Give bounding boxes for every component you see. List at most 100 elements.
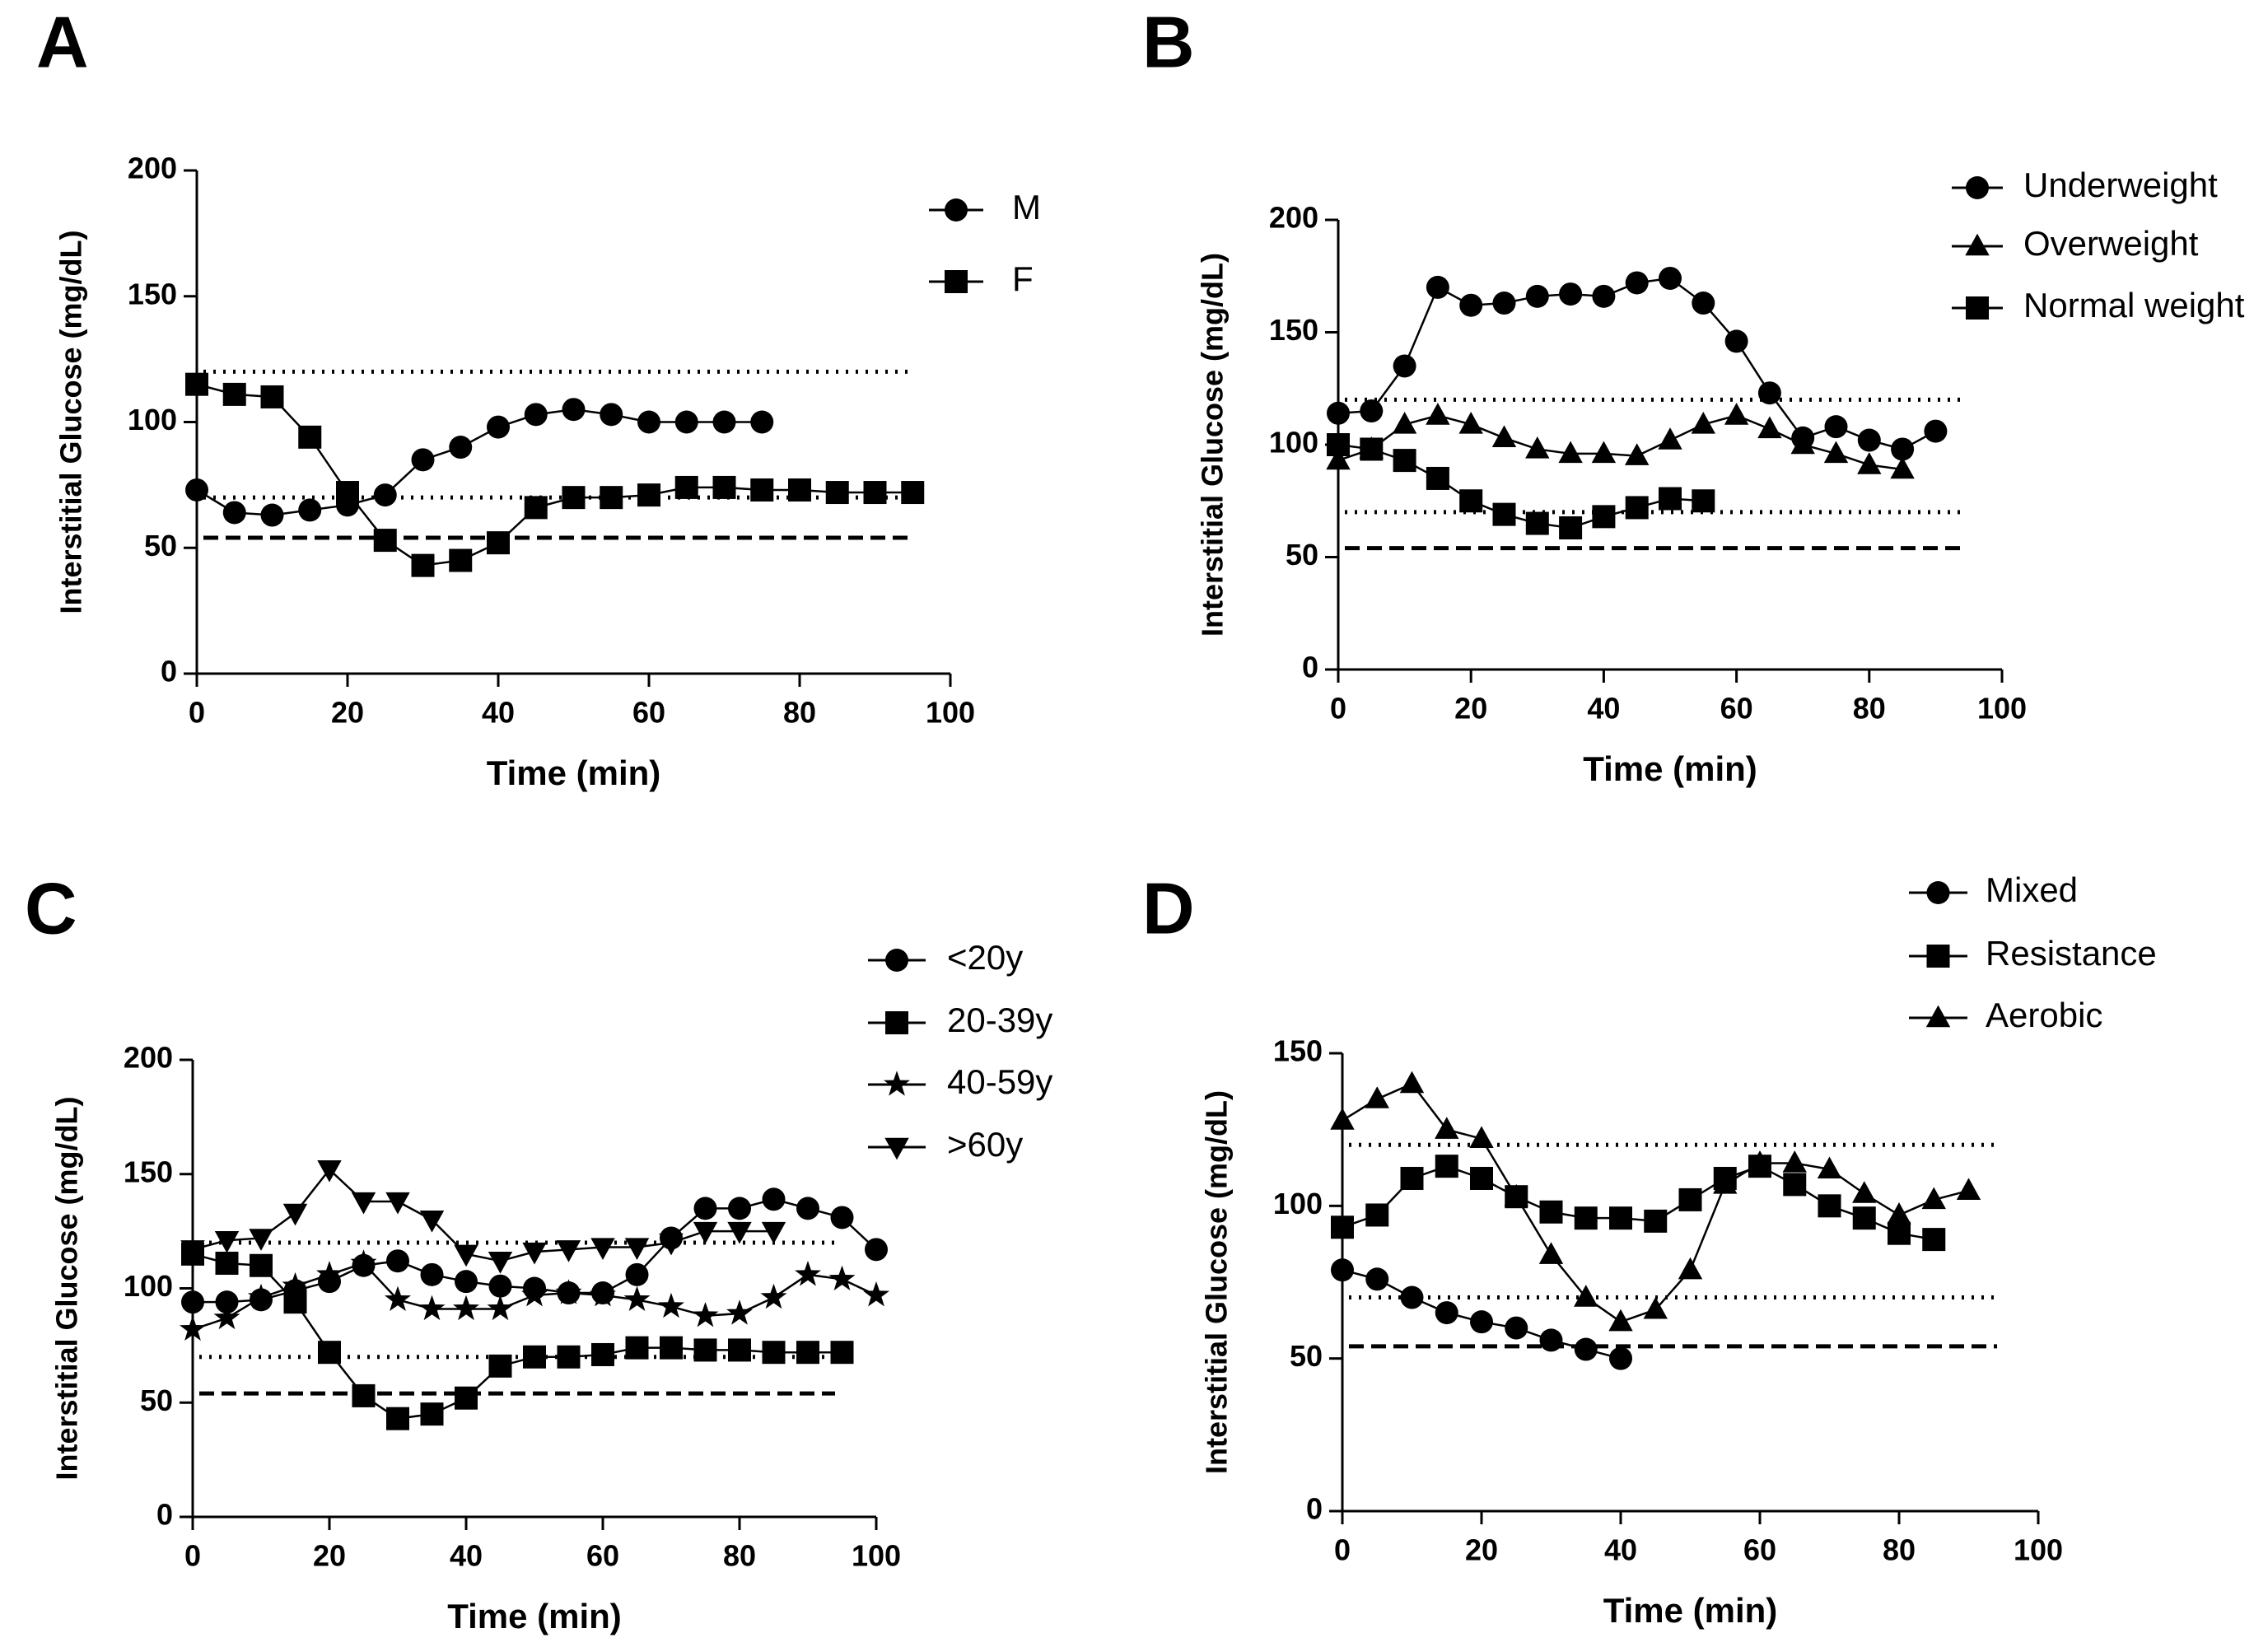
y-tick-label: 200 bbox=[124, 1041, 173, 1075]
marker bbox=[727, 1221, 752, 1244]
marker bbox=[298, 425, 322, 449]
x-tick-label: 20 bbox=[1465, 1533, 1498, 1567]
marker bbox=[600, 403, 623, 427]
marker bbox=[385, 1285, 411, 1311]
marker bbox=[1393, 449, 1416, 473]
marker bbox=[1400, 1285, 1424, 1309]
marker bbox=[1609, 1346, 1632, 1370]
marker bbox=[1823, 441, 1849, 464]
marker bbox=[1400, 1166, 1424, 1190]
marker bbox=[1692, 292, 1715, 315]
marker bbox=[1965, 233, 1990, 256]
marker bbox=[522, 1242, 547, 1265]
legend-label: Overweight bbox=[2023, 224, 2199, 263]
marker bbox=[1659, 266, 1682, 290]
x-tick-label: 100 bbox=[2014, 1533, 2063, 1567]
marker bbox=[180, 1315, 206, 1341]
marker bbox=[260, 503, 284, 527]
marker bbox=[282, 1203, 308, 1226]
marker bbox=[658, 1292, 684, 1318]
marker bbox=[351, 1192, 376, 1215]
y-tick-label: 50 bbox=[1286, 538, 1318, 572]
marker bbox=[214, 1231, 240, 1253]
marker bbox=[1887, 1202, 1911, 1225]
marker bbox=[1592, 284, 1616, 308]
marker bbox=[1365, 1203, 1389, 1227]
marker bbox=[1331, 1215, 1354, 1239]
marker bbox=[796, 1341, 819, 1365]
marker bbox=[556, 1240, 581, 1262]
marker bbox=[1458, 412, 1483, 434]
series-line bbox=[192, 1168, 774, 1262]
marker bbox=[222, 382, 246, 406]
marker bbox=[1678, 1257, 1703, 1280]
marker bbox=[1713, 1171, 1738, 1194]
marker bbox=[411, 553, 435, 577]
marker bbox=[624, 1238, 650, 1260]
marker bbox=[1392, 412, 1417, 434]
marker bbox=[693, 1338, 717, 1362]
marker bbox=[1659, 487, 1682, 511]
marker bbox=[1925, 1005, 1951, 1028]
marker bbox=[1591, 441, 1617, 464]
x-tick-label: 20 bbox=[1454, 692, 1487, 726]
marker bbox=[1890, 456, 1915, 479]
marker bbox=[283, 1290, 307, 1314]
marker bbox=[788, 478, 811, 502]
marker bbox=[1922, 1228, 1946, 1252]
panel-label: C bbox=[25, 867, 77, 949]
marker bbox=[1625, 443, 1650, 465]
marker bbox=[386, 1407, 409, 1430]
y-axis-title: Interstitial Glucose (mg/dL) bbox=[50, 1096, 84, 1480]
marker bbox=[1748, 1150, 1772, 1173]
marker bbox=[591, 1342, 614, 1366]
y-tick-label: 100 bbox=[1269, 426, 1318, 460]
marker bbox=[249, 1229, 273, 1251]
marker bbox=[796, 1197, 819, 1220]
marker bbox=[637, 410, 660, 434]
x-tick-label: 0 bbox=[184, 1539, 201, 1573]
marker bbox=[487, 1295, 514, 1321]
x-tick-label: 60 bbox=[632, 696, 665, 730]
marker bbox=[336, 481, 359, 505]
y-tick-label: 50 bbox=[144, 529, 177, 562]
marker bbox=[555, 1279, 582, 1304]
marker bbox=[1966, 296, 1989, 320]
x-tick-label: 20 bbox=[313, 1539, 346, 1573]
marker bbox=[1891, 437, 1915, 461]
marker bbox=[590, 1238, 615, 1260]
marker bbox=[1817, 1156, 1842, 1179]
marker bbox=[350, 1249, 377, 1275]
y-tick-label: 0 bbox=[156, 1498, 173, 1532]
marker bbox=[1525, 284, 1549, 308]
marker bbox=[828, 1265, 856, 1290]
marker bbox=[865, 1238, 888, 1262]
legend-label: Mixed bbox=[1986, 870, 2078, 909]
marker bbox=[386, 1249, 409, 1273]
y-tick-label: 0 bbox=[161, 655, 177, 688]
marker bbox=[750, 410, 774, 434]
marker bbox=[1783, 1173, 1807, 1197]
marker bbox=[352, 1383, 376, 1407]
marker bbox=[1491, 425, 1517, 448]
marker bbox=[455, 1386, 478, 1410]
marker bbox=[1459, 489, 1483, 513]
marker bbox=[317, 1160, 342, 1183]
x-axis-title: Time (min) bbox=[487, 754, 661, 792]
marker bbox=[1625, 496, 1649, 520]
marker bbox=[1888, 1221, 1911, 1245]
marker bbox=[418, 1295, 446, 1321]
marker bbox=[411, 448, 435, 472]
marker bbox=[453, 1295, 479, 1321]
y-tick-label: 0 bbox=[1302, 651, 1318, 684]
marker bbox=[712, 475, 736, 499]
x-tick-label: 100 bbox=[926, 696, 975, 730]
y-tick-label: 150 bbox=[128, 277, 177, 310]
marker bbox=[316, 1261, 343, 1286]
legend-label: Resistance bbox=[1986, 934, 2157, 973]
x-tick-label: 80 bbox=[783, 696, 816, 730]
marker bbox=[1525, 436, 1550, 459]
marker bbox=[215, 1290, 239, 1314]
marker bbox=[222, 501, 246, 525]
marker bbox=[455, 1270, 478, 1294]
